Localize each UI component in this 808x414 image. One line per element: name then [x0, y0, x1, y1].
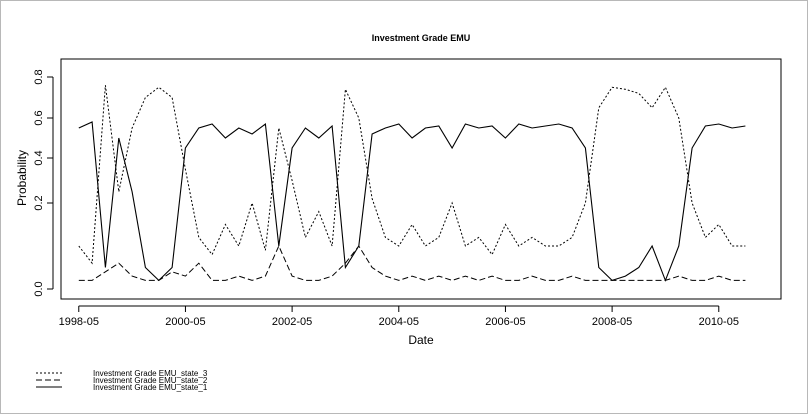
legend-label-1: Investment Grade EMU_state_3 [93, 369, 208, 378]
series-line-1 [78, 85, 746, 265]
x-tick-label: 2000-05 [165, 316, 205, 328]
plot-area [60, 58, 782, 300]
x-axis: 1998-05 2000-05 2002-05 2004-05 2006-05 2008-… [59, 305, 739, 328]
x-tick-label: 1998-05 [59, 316, 99, 328]
chart-title: Investment Grade EMU [372, 33, 471, 43]
x-tick-label: 2010-05 [699, 316, 739, 328]
y-tick-label: 0.2 [33, 195, 45, 210]
y-axis-label: Probability [15, 150, 29, 206]
x-tick-label: 2002-05 [272, 316, 312, 328]
y-tick-label: 0.0 [33, 281, 45, 296]
legend-label-2: Investment Grade EMU_state_2 [93, 376, 208, 385]
y-tick-label: 0.8 [33, 69, 45, 84]
series-group [78, 85, 746, 282]
series-line-2 [78, 244, 746, 281]
x-tick-label: 2006-05 [485, 316, 525, 328]
x-axis-label: Date [408, 333, 434, 347]
y-tick-label: 0.4 [33, 150, 45, 165]
y-tick-label: 0.6 [33, 110, 45, 125]
series-line-3 [78, 121, 746, 282]
x-tick-label: 2004-05 [379, 316, 419, 328]
y-axis: 0.0 0.2 0.4 0.6 0.8 [33, 69, 54, 297]
plot-border [60, 58, 782, 300]
legend-label-3: Investment Grade EMU_state_1 [93, 383, 208, 392]
x-tick-label: 2008-05 [592, 316, 632, 328]
